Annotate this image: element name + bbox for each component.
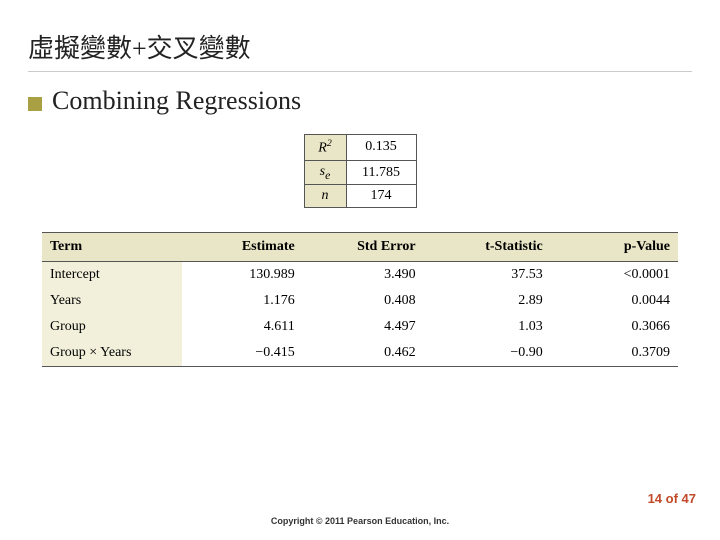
bullet-line: Combining Regressions <box>0 86 720 116</box>
page-total: 47 <box>682 491 696 506</box>
stats-value: 174 <box>346 185 416 208</box>
table-cell: 4.497 <box>303 314 424 340</box>
table-cell: Group <box>42 314 182 340</box>
table-cell: <0.0001 <box>551 262 678 289</box>
table-cell: 1.176 <box>182 288 303 314</box>
table-cell: 37.53 <box>424 262 551 289</box>
column-header: p-Value <box>551 233 678 262</box>
stats-table-wrap: R20.135se11.785n174 <box>0 134 720 208</box>
table-row: Group4.6114.4971.030.3066 <box>42 314 678 340</box>
stats-table: R20.135se11.785n174 <box>304 134 417 208</box>
copyright-text: Copyright © 2011 Pearson Education, Inc. <box>0 516 720 526</box>
table-row: Intercept130.9893.49037.53<0.0001 <box>42 262 678 289</box>
bullet-text: Combining Regressions <box>52 86 301 116</box>
column-header: Std Error <box>303 233 424 262</box>
column-header: Estimate <box>182 233 303 262</box>
title-rule <box>28 71 692 72</box>
page-current: 14 <box>648 491 662 506</box>
stats-value: 11.785 <box>346 160 416 185</box>
slide-title: 虛擬變數+交叉變數 <box>0 0 720 71</box>
bullet-icon <box>28 97 42 111</box>
page-sep: of <box>662 491 682 506</box>
table-cell: 0.3709 <box>551 340 678 367</box>
column-header: Term <box>42 233 182 262</box>
table-cell: Intercept <box>42 262 182 289</box>
regression-table-wrap: TermEstimateStd Errort-Statisticp-Value … <box>0 232 720 367</box>
table-row: Group × Years−0.4150.462−0.900.3709 <box>42 340 678 367</box>
table-cell: 130.989 <box>182 262 303 289</box>
stats-label: n <box>304 185 346 208</box>
page-counter: 14 of 47 <box>648 491 696 506</box>
table-cell: 0.3066 <box>551 314 678 340</box>
table-cell: 3.490 <box>303 262 424 289</box>
column-header: t-Statistic <box>424 233 551 262</box>
table-cell: Years <box>42 288 182 314</box>
table-cell: 0.462 <box>303 340 424 367</box>
stats-label: R2 <box>304 135 346 161</box>
table-cell: 0.0044 <box>551 288 678 314</box>
table-cell: 0.408 <box>303 288 424 314</box>
table-row: Years1.1760.4082.890.0044 <box>42 288 678 314</box>
stats-value: 0.135 <box>346 135 416 161</box>
table-cell: −0.415 <box>182 340 303 367</box>
table-cell: 4.611 <box>182 314 303 340</box>
table-cell: 1.03 <box>424 314 551 340</box>
table-cell: 2.89 <box>424 288 551 314</box>
table-cell: Group × Years <box>42 340 182 367</box>
regression-table: TermEstimateStd Errort-Statisticp-Value … <box>42 232 678 367</box>
stats-label: se <box>304 160 346 185</box>
table-cell: −0.90 <box>424 340 551 367</box>
